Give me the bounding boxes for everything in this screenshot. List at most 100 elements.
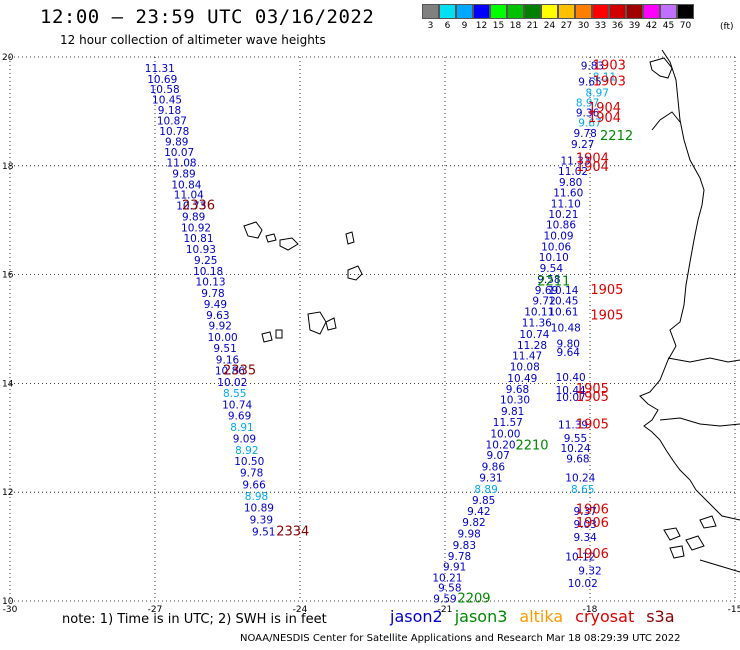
swh-value: 9.69 bbox=[228, 410, 251, 422]
legend-label: 15 bbox=[492, 21, 505, 31]
swh-value: 9.65 bbox=[578, 76, 601, 88]
swh-value: 11.31 bbox=[145, 63, 175, 75]
island-santiago bbox=[307, 311, 327, 335]
legend-swatch bbox=[490, 4, 507, 19]
bissagos-2 bbox=[685, 535, 705, 551]
pass-time-label: 1904 bbox=[576, 152, 609, 167]
island-maio bbox=[325, 317, 337, 331]
legend-label: 18 bbox=[509, 21, 522, 31]
legend-bin: 18 bbox=[507, 4, 524, 31]
pass-time-label: 1905 bbox=[576, 418, 609, 433]
swh-value: 9.59 bbox=[433, 593, 456, 605]
swh-value: 10.48 bbox=[551, 322, 581, 334]
island-sal bbox=[345, 231, 355, 245]
satellite-name: jason2 bbox=[390, 607, 443, 626]
swh-value: 9.92 bbox=[209, 321, 232, 333]
swh-value: 9.89 bbox=[165, 136, 188, 148]
swh-value: 10.07 bbox=[556, 392, 586, 404]
grid-lines bbox=[9, 56, 736, 602]
swh-value: 10.74 bbox=[222, 400, 252, 412]
legend-label: 39 bbox=[628, 21, 641, 31]
bissagos-4 bbox=[699, 515, 717, 529]
pass-time-label: 1905 bbox=[576, 390, 609, 405]
lat-tick-label: 14 bbox=[2, 379, 14, 389]
swh-value: 9.78 bbox=[573, 128, 596, 140]
legend-label: 33 bbox=[594, 21, 607, 31]
legend-bin: 70 bbox=[677, 4, 694, 31]
satellite-name: cryosat bbox=[575, 607, 635, 626]
legend-label: 27 bbox=[560, 21, 573, 31]
legend-bin: 33 bbox=[592, 4, 609, 31]
swh-value: 11.60 bbox=[553, 187, 583, 199]
swh-value: 9.42 bbox=[467, 506, 490, 518]
pass-time-label: 2334 bbox=[276, 524, 309, 539]
swh-value: 9.31 bbox=[479, 473, 502, 485]
swh-value: 9.63 bbox=[206, 310, 229, 322]
swh-labels: 11.3110.6910.5810.459.1810.8710.789.8910… bbox=[145, 59, 633, 607]
swh-value: 10.30 bbox=[500, 395, 530, 407]
legend-label: 6 bbox=[444, 21, 451, 31]
lat-tick-label: 18 bbox=[2, 162, 14, 172]
swh-value: 10.61 bbox=[548, 307, 578, 319]
swh-value: 8.97 bbox=[576, 98, 599, 110]
legend-bin: 6 bbox=[439, 4, 456, 31]
pass-time-label: 1906 bbox=[576, 547, 609, 562]
legend-label: 21 bbox=[526, 21, 539, 31]
legend-swatch bbox=[473, 4, 490, 19]
lon-tick-label: -30 bbox=[3, 605, 18, 615]
swh-value: 9.80 bbox=[559, 177, 582, 189]
legend-swatch bbox=[439, 4, 456, 19]
swh-value: 9.58 bbox=[537, 274, 560, 286]
pass-time-label: 2212 bbox=[600, 129, 633, 144]
swh-value: 11.08 bbox=[167, 158, 197, 170]
swh-value: 9.83 bbox=[581, 61, 604, 73]
legend-swatch bbox=[541, 4, 558, 19]
island-santo-antao bbox=[243, 221, 263, 239]
credit-line: NOAA/NESDIS Center for Satellite Applica… bbox=[240, 633, 681, 644]
legend-label: 3 bbox=[427, 21, 434, 31]
legend-bin: 24 bbox=[541, 4, 558, 31]
swh-value: 10.13 bbox=[196, 277, 226, 289]
swh-value: 9.25 bbox=[194, 255, 217, 267]
swh-value: 10.69 bbox=[147, 74, 177, 86]
lat-tick-label: 20 bbox=[2, 53, 14, 63]
legend-swatch bbox=[660, 4, 677, 19]
bissagos-3 bbox=[669, 545, 685, 559]
swh-value: 9.83 bbox=[453, 540, 476, 552]
swh-value: 9.49 bbox=[204, 299, 227, 311]
legend-bin: 3 bbox=[422, 4, 439, 31]
coast-inlet bbox=[667, 357, 740, 363]
swh-value: 10.18 bbox=[193, 266, 223, 278]
swh-value: 10.20 bbox=[486, 439, 516, 451]
swh-value: 10.89 bbox=[244, 502, 274, 514]
swh-value: 10.00 bbox=[208, 332, 238, 344]
swh-value: 9.51 bbox=[252, 526, 275, 538]
swh-value: 10.92 bbox=[181, 222, 211, 234]
legend-swatch bbox=[507, 4, 524, 19]
swh-value: 9.67 bbox=[578, 117, 601, 129]
swh-value: 10.78 bbox=[159, 126, 189, 138]
swh-value: 10.40 bbox=[556, 372, 586, 384]
legend-swatch bbox=[609, 4, 626, 19]
swh-value: 9.86 bbox=[482, 462, 506, 474]
footer-note: note: 1) Time is in UTC; 2) SWH is in fe… bbox=[62, 612, 327, 627]
swh-value: 9.81 bbox=[501, 406, 524, 418]
island-brava bbox=[275, 329, 283, 339]
swh-value: 10.02 bbox=[568, 578, 598, 590]
swh-value: 11.02 bbox=[558, 166, 588, 178]
swh-value: 8.91 bbox=[230, 422, 253, 434]
legend-bin: 45 bbox=[660, 4, 677, 31]
bissagos-1 bbox=[663, 527, 681, 541]
swh-value: 9.34 bbox=[573, 532, 597, 544]
swh-value: 9.36 bbox=[576, 107, 600, 119]
swh-value: 10.06 bbox=[541, 241, 571, 253]
banc-d-arguin bbox=[649, 57, 673, 79]
legend-label: 12 bbox=[475, 21, 488, 31]
swh-value: 10.09 bbox=[544, 230, 574, 242]
swh-value: 11.57 bbox=[493, 417, 523, 429]
lon-tick-label: -24 bbox=[293, 605, 308, 615]
swh-value: 11.36 bbox=[522, 317, 552, 329]
swh-value: 8.55 bbox=[223, 388, 246, 400]
swh-value: 11.10 bbox=[551, 198, 581, 210]
